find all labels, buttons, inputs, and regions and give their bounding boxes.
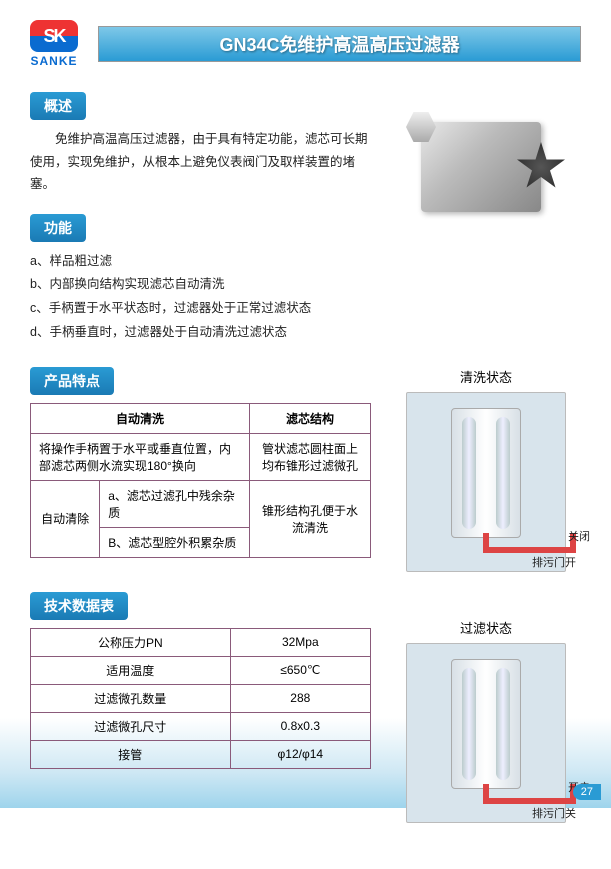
clean-diagram-title: 清洗状态 (391, 367, 581, 386)
valve-body-icon (421, 122, 541, 212)
table-row: 接管φ12/φ14 (31, 740, 371, 768)
clean-diagram (406, 392, 566, 572)
pipe-icon (486, 798, 576, 804)
tech-key: 接管 (31, 740, 231, 768)
diagram-label-close: 关闭 (568, 528, 590, 544)
clean-diagram-block: 清洗状态 关闭 排污门开 (391, 367, 581, 600)
features-cell: 将操作手柄置于水平或垂直位置，内部滤芯两侧水流实现180°换向 (31, 433, 250, 480)
overview-text: 免维护高温高压过滤器，由于具有特定功能，滤芯可长期使用，实现免维护，从根本上避免… (30, 128, 371, 196)
page: SK SANKE GN34C免维护高温高压过滤器 概述 免维护高温高压过滤器，由… (0, 0, 611, 808)
functions-list: a、样品粗过滤 b、内部换向结构实现滤芯自动清洗 c、手柄置于水平状态时，过滤器… (30, 250, 371, 345)
features-cell: 管状滤芯圆柱面上均布锥形过滤微孔 (250, 433, 371, 480)
filter-cylinder-icon (451, 408, 521, 538)
table-row: 公称压力PN32Mpa (31, 628, 371, 656)
logo: SK SANKE (30, 20, 78, 68)
tech-val: 32Mpa (230, 628, 370, 656)
logo-icon: SK (30, 20, 78, 52)
header: SK SANKE GN34C免维护高温高压过滤器 (30, 20, 581, 68)
tech-heading: 技术数据表 (30, 592, 128, 620)
top-section: 概述 免维护高温高压过滤器，由于具有特定功能，滤芯可长期使用，实现免维护，从根本… (30, 92, 581, 367)
tech-key: 适用温度 (31, 656, 231, 684)
mid-section: 产品特点 自动清洗 滤芯结构 将操作手柄置于水平或垂直位置，内部滤芯两侧水流实现… (30, 367, 581, 869)
tech-key: 过滤微孔数量 (31, 684, 231, 712)
features-header: 自动清洗 (31, 403, 250, 433)
page-title: GN34C免维护高温高压过滤器 (98, 26, 581, 62)
filter-cylinder-icon (451, 659, 521, 789)
functions-heading: 功能 (30, 214, 86, 242)
function-item: c、手柄置于水平状态时，过滤器处于正常过滤状态 (30, 297, 371, 321)
table-row: 自动清除 a、滤芯过滤孔中残余杂质 锥形结构孔便于水流清洗 (31, 480, 371, 527)
valve-nut-icon (406, 112, 436, 142)
tech-val: 0.8x0.3 (230, 712, 370, 740)
tech-val: φ12/φ14 (230, 740, 370, 768)
page-number: 27 (573, 784, 601, 800)
table-row: 自动清洗 滤芯结构 (31, 403, 371, 433)
features-cell: 自动清除 (31, 480, 100, 557)
diagram-label-drain: 排污门开 (532, 554, 576, 570)
table-row: 过滤微孔尺寸0.8x0.3 (31, 712, 371, 740)
tech-val: ≤650℃ (230, 656, 370, 684)
filter-diagram-title: 过滤状态 (391, 618, 581, 637)
pipe-icon (486, 547, 576, 553)
filter-diagram (406, 643, 566, 823)
tech-val: 288 (230, 684, 370, 712)
features-cell: 锥形结构孔便于水流清洗 (250, 480, 371, 557)
diagram-label-drain: 排污门关 (532, 805, 576, 821)
overview-heading: 概述 (30, 92, 86, 120)
function-item: a、样品粗过滤 (30, 250, 371, 274)
features-cell: B、滤芯型腔外积累杂质 (100, 527, 250, 557)
logo-brand: SANKE (30, 54, 77, 68)
valve-handle-icon (516, 142, 566, 192)
table-row: 将操作手柄置于水平或垂直位置，内部滤芯两侧水流实现180°换向 管状滤芯圆柱面上… (31, 433, 371, 480)
function-item: b、内部换向结构实现滤芯自动清洗 (30, 273, 371, 297)
table-row: 过滤微孔数量288 (31, 684, 371, 712)
features-header: 滤芯结构 (250, 403, 371, 433)
features-cell: a、滤芯过滤孔中残余杂质 (100, 480, 250, 527)
features-heading: 产品特点 (30, 367, 114, 395)
function-item: d、手柄垂直时，过滤器处于自动清洗过滤状态 (30, 321, 371, 345)
filter-diagram-block: 过滤状态 开启 排污门关 (391, 618, 581, 851)
tech-key: 过滤微孔尺寸 (31, 712, 231, 740)
features-table: 自动清洗 滤芯结构 将操作手柄置于水平或垂直位置，内部滤芯两侧水流实现180°换… (30, 403, 371, 558)
table-row: 适用温度≤650℃ (31, 656, 371, 684)
tech-key: 公称压力PN (31, 628, 231, 656)
product-image (391, 92, 571, 242)
tech-table: 公称压力PN32Mpa 适用温度≤650℃ 过滤微孔数量288 过滤微孔尺寸0.… (30, 628, 371, 769)
